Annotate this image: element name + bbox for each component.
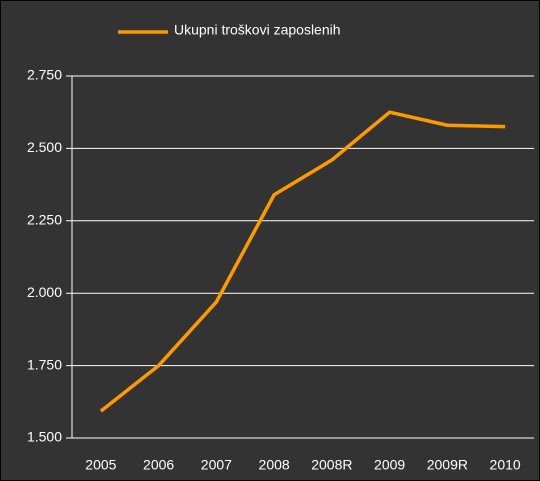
- y-tick-label: 1.750: [27, 356, 62, 372]
- x-tick-label: 2008: [259, 457, 290, 473]
- y-tick-label: 2.750: [27, 67, 62, 83]
- x-tick-label: 2007: [201, 457, 232, 473]
- x-tick-label: 2009: [374, 457, 405, 473]
- x-tick-label: 2008R: [311, 457, 352, 473]
- y-tick-label: 1.500: [27, 429, 62, 445]
- x-tick-label: 2010: [490, 457, 521, 473]
- y-tick-label: 2.000: [27, 284, 62, 300]
- x-tick-label: 2005: [85, 457, 116, 473]
- x-tick-label: 2006: [143, 457, 174, 473]
- legend-label: Ukupni troškovi zaposlenih: [174, 22, 341, 38]
- y-tick-label: 2.500: [27, 139, 62, 155]
- x-tick-label: 2009R: [427, 457, 468, 473]
- data-line: [99, 110, 506, 413]
- y-tick-label: 2.250: [27, 212, 62, 228]
